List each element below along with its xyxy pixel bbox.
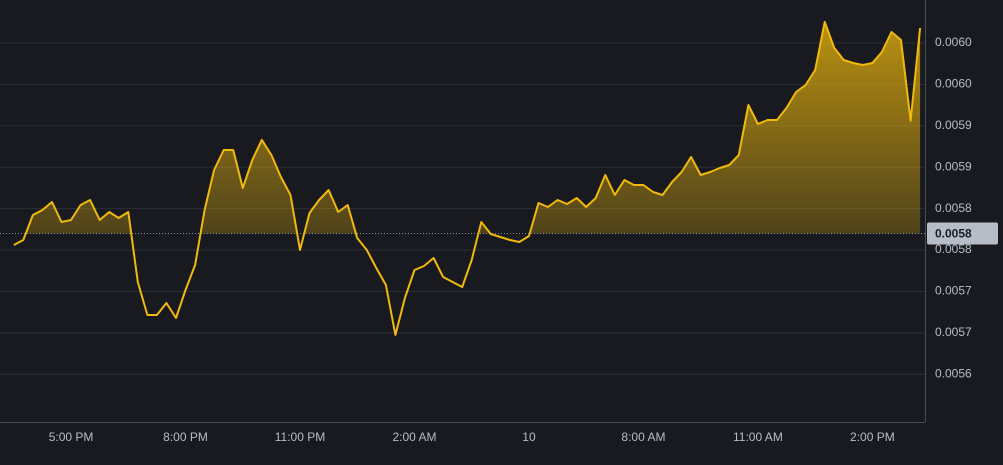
x-tick-label: 5:00 PM (49, 430, 94, 444)
x-tick-label: 10 (522, 430, 536, 444)
x-tick-label: 8:00 AM (621, 430, 665, 444)
reference-label: 0.0058 (935, 227, 972, 241)
y-tick-label: 0.0058 (935, 201, 972, 215)
y-tick-label: 0.0056 (935, 366, 972, 380)
x-tick-label: 11:00 PM (275, 430, 325, 444)
y-tick-label: 0.0058 (935, 242, 972, 256)
y-tick-label: 0.0057 (935, 325, 972, 339)
x-tick-label: 2:00 AM (392, 430, 436, 444)
price-area (25, 21, 921, 234)
y-tick-label: 0.0060 (935, 35, 972, 49)
price-line (13, 20, 922, 336)
y-tick-label: 0.0057 (935, 284, 972, 298)
y-tick-label: 0.0059 (935, 118, 972, 132)
y-tick-label: 0.0060 (935, 77, 972, 91)
x-tick-label: 8:00 PM (163, 430, 208, 444)
reference-label-box (927, 222, 998, 245)
x-tick-label: 11:00 AM (733, 430, 783, 444)
y-tick-label: 0.0059 (935, 159, 972, 173)
x-tick-label: 2:00 PM (850, 430, 895, 444)
